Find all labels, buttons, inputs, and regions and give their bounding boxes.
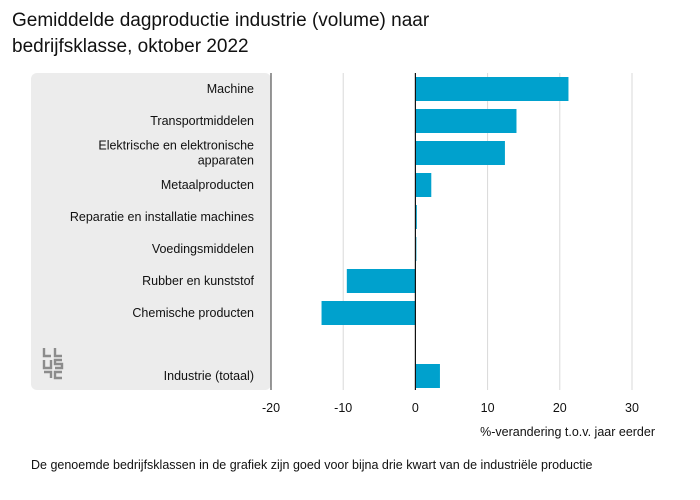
category-label: Transportmiddelen — [150, 114, 254, 128]
bar — [415, 109, 517, 133]
category-label: Machine — [207, 82, 254, 96]
category-label: Rubber en kunststof — [142, 274, 254, 288]
category-label: Reparatie en installatie machines — [70, 210, 254, 224]
x-tick-label: -10 — [334, 401, 352, 415]
x-tick-label: -20 — [262, 401, 280, 415]
x-axis-title: %-verandering t.o.v. jaar eerder — [480, 425, 655, 439]
bar — [321, 301, 416, 325]
category-label: Elektrische en elektronische apparaten — [98, 139, 254, 168]
x-tick-label: 30 — [625, 401, 639, 415]
bar — [415, 173, 432, 197]
category-labels: Machine Transportmiddelen Elektrische en e… — [70, 82, 255, 383]
bar — [415, 77, 569, 101]
bar — [415, 141, 505, 165]
x-tick-label: 20 — [553, 401, 567, 415]
category-label: Voedingsmiddelen — [152, 242, 254, 256]
bars — [321, 77, 569, 388]
axes — [270, 73, 416, 390]
chart-title: Gemiddelde dagproductie industrie (volum… — [12, 10, 430, 57]
category-label: Chemische producten — [132, 306, 254, 320]
cbs-logo-icon — [42, 348, 64, 380]
bar — [346, 269, 416, 293]
category-label: Industrie (totaal) — [164, 369, 254, 383]
bar — [415, 364, 440, 388]
category-label: Metaalproducten — [161, 178, 254, 192]
tick-labels: -20 -10 0 10 20 30 — [262, 401, 639, 415]
bar — [415, 205, 417, 229]
x-tick-label: 10 — [481, 401, 495, 415]
category-label-panel — [31, 73, 271, 390]
x-tick-label: 0 — [412, 401, 419, 415]
footnote: De genoemde bedrijfsklassen in de grafie… — [31, 458, 593, 472]
